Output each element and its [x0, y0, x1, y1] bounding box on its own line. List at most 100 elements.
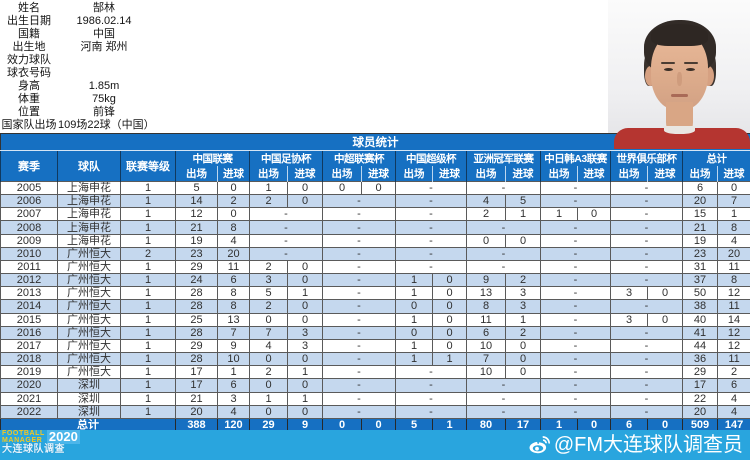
- stat-apps-cell: 28: [175, 286, 218, 301]
- sub-column-header: 进球: [577, 166, 611, 182]
- empty-stat-cell: -: [540, 378, 611, 393]
- empty-stat-cell: -: [322, 233, 396, 248]
- total-goals-cell: 147: [716, 417, 750, 434]
- stat-goals-cell: 10: [217, 352, 250, 367]
- season-cell: 2008: [0, 220, 58, 235]
- empty-stat-cell: -: [322, 378, 396, 393]
- stat-goals-cell: 0: [577, 207, 611, 222]
- team-cell: 上海申花: [57, 233, 121, 248]
- total-apps-cell: 388: [175, 417, 218, 434]
- stat-goals-cell: 0: [505, 233, 541, 248]
- stat-apps-cell: 1: [540, 207, 578, 222]
- info-row: 身高 1.85m: [0, 80, 150, 93]
- stat-apps-cell: 36: [682, 352, 718, 367]
- empty-stat-cell: -: [610, 207, 683, 222]
- empty-stat-cell: -: [610, 352, 683, 367]
- empty-stat-cell: -: [540, 259, 611, 275]
- info-label: 出生地: [12, 41, 46, 53]
- info-value: 1.85m: [88, 80, 120, 92]
- team-cell: 广州恒大: [57, 273, 121, 288]
- player-jersey: [614, 128, 750, 149]
- season-cell: 2013: [0, 286, 58, 301]
- empty-stat-cell: -: [322, 338, 396, 354]
- tier-cell: 1: [120, 180, 176, 196]
- sub-column-header: 进球: [287, 166, 323, 182]
- stat-apps-cell: 2: [249, 365, 288, 380]
- column-group-header: 中超联赛杯: [322, 150, 396, 166]
- stat-apps-cell: 0: [249, 404, 288, 419]
- stat-apps-cell: 1: [249, 180, 288, 196]
- stat-apps-cell: 0: [466, 233, 506, 248]
- stat-goals-cell: 14: [716, 312, 750, 327]
- empty-stat-cell: -: [540, 325, 611, 340]
- table-row: 2010 广州恒大 2 23 20- - - - - -23 20: [0, 246, 750, 261]
- stat-apps-cell: 7: [249, 325, 288, 340]
- empty-stat-cell: -: [395, 404, 467, 419]
- season-cell: 2010: [0, 246, 58, 261]
- stat-apps-cell: 40: [682, 312, 718, 327]
- table-row: 2007 上海申花 1 12 0- - -2 1 1 0-15 1: [0, 207, 750, 222]
- stat-apps-cell: 0: [249, 312, 288, 327]
- info-label: 国籍: [18, 28, 40, 40]
- empty-stat-cell: -: [249, 207, 323, 222]
- empty-stat-cell: -: [466, 220, 541, 235]
- stat-apps-cell: 3: [610, 312, 648, 327]
- sub-column-header: 出场: [540, 166, 578, 182]
- total-goals-cell: 120: [217, 417, 250, 434]
- group-header-row: 赛季 球队 联赛等级 中国联赛 中国足协杯 中超联赛杯 中国超级杯 亚洲冠军联赛 中日韩A3联赛…: [0, 150, 750, 182]
- table-row: 2019 广州恒大 1 17 1 2 1- -10 0- -29 2: [0, 365, 750, 380]
- tier-cell: 1: [120, 194, 176, 209]
- stat-apps-cell: 14: [175, 194, 218, 209]
- stat-goals-cell: 12: [716, 338, 750, 354]
- stat-goals-cell: 11: [217, 259, 250, 275]
- stat-goals-cell: 0: [505, 365, 541, 380]
- empty-stat-cell: -: [322, 365, 396, 380]
- stat-goals-cell: 0: [432, 273, 467, 288]
- tier-cell: 1: [120, 391, 176, 406]
- stat-goals-cell: 9: [217, 338, 250, 354]
- stat-apps-cell: 28: [175, 299, 218, 314]
- tier-cell: 1: [120, 404, 176, 419]
- stat-goals-cell: 1: [505, 312, 541, 327]
- sub-column-header: 进球: [505, 166, 541, 182]
- stat-goals-cell: 8: [217, 299, 250, 314]
- empty-stat-cell: -: [322, 325, 396, 340]
- empty-stat-cell: -: [395, 220, 467, 235]
- empty-stat-cell: -: [322, 404, 396, 419]
- stat-apps-cell: 7: [466, 352, 506, 367]
- team-cell: 深圳: [57, 391, 121, 406]
- info-row: 体重 75kg: [0, 93, 150, 106]
- team-cell: 上海申花: [57, 220, 121, 235]
- team-cell: 深圳: [57, 378, 121, 393]
- stat-apps-cell: 22: [682, 391, 718, 406]
- stat-apps-cell: 0: [395, 299, 433, 314]
- stat-apps-cell: 6: [466, 325, 506, 340]
- stat-goals-cell: 2: [505, 273, 541, 288]
- info-label: 球衣号码: [7, 67, 51, 79]
- empty-stat-cell: -: [610, 233, 683, 248]
- info-value: 河南 郑州: [80, 41, 128, 53]
- stat-goals-cell: 7: [217, 325, 250, 340]
- team-cell: 广州恒大: [57, 286, 121, 301]
- stat-goals-cell: 11: [716, 259, 750, 275]
- stat-apps-cell: 4: [466, 194, 506, 209]
- stat-goals-cell: 1: [287, 286, 323, 301]
- stat-apps-cell: 1: [395, 312, 433, 327]
- fm-logo-line1: FOOTBALL: [2, 430, 45, 437]
- stat-apps-cell: 24: [175, 273, 218, 288]
- stat-goals-cell: 2: [217, 194, 250, 209]
- stats-table: 球员统计 赛季 球队 联赛等级 中国联赛 中国足协杯 中超联赛杯 中国超级杯 亚洲冠军联赛 中日韩…: [0, 133, 750, 434]
- empty-stat-cell: -: [540, 352, 611, 367]
- team-cell: 深圳: [57, 404, 121, 419]
- empty-stat-cell: -: [322, 259, 396, 275]
- empty-stat-cell: -: [610, 391, 683, 406]
- sub-column-header: 出场: [395, 166, 433, 182]
- empty-stat-cell: -: [466, 246, 541, 261]
- stat-apps-cell: 3: [249, 273, 288, 288]
- stat-goals-cell: 8: [217, 286, 250, 301]
- info-label: 姓名: [18, 2, 40, 14]
- season-cell: 2021: [0, 391, 58, 406]
- table-row: 2013 广州恒大 1 28 8 5 1-1 0 13 3-3 0 50 12: [0, 286, 750, 301]
- stat-goals-cell: 4: [716, 404, 750, 419]
- stat-goals-cell: 3: [505, 286, 541, 301]
